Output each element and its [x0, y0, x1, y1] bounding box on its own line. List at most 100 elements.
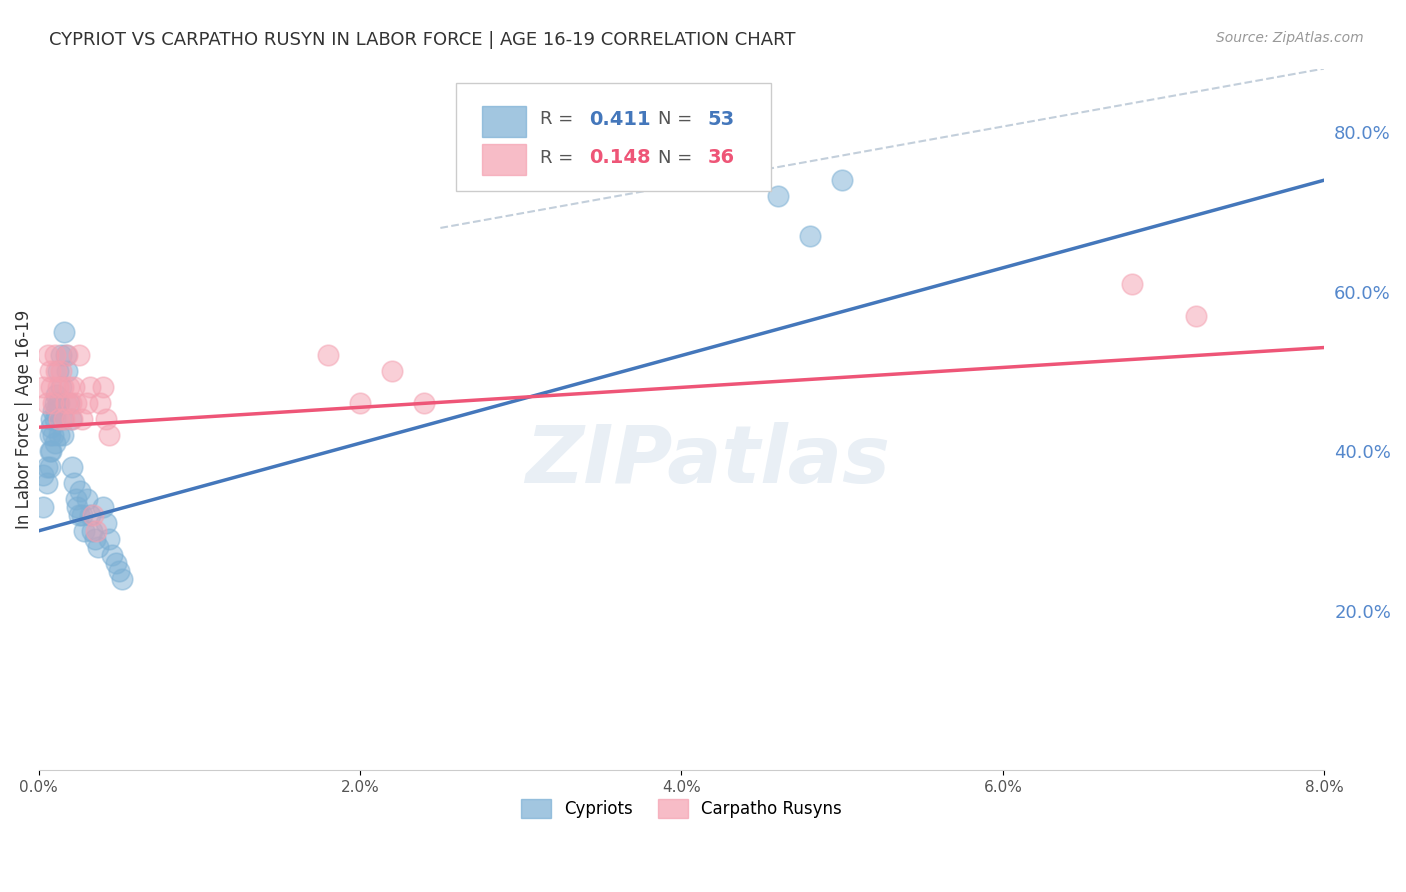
Point	[60, 460, 83, 475]
Point	[89, 396, 111, 410]
Point	[49, 349, 72, 363]
Point	[766, 189, 789, 203]
Point	[63, 380, 86, 394]
Point	[53, 412, 76, 426]
Point	[38, 364, 60, 378]
Point	[94, 412, 117, 426]
Point	[83, 532, 105, 546]
Point	[59, 396, 82, 410]
Point	[58, 396, 80, 410]
Text: N =: N =	[658, 149, 699, 167]
FancyBboxPatch shape	[457, 83, 772, 191]
Point	[52, 412, 75, 426]
Point	[76, 491, 98, 506]
Point	[46, 364, 69, 378]
Point	[48, 396, 70, 410]
Point	[44, 349, 66, 363]
Point	[91, 500, 114, 514]
Point	[35, 460, 58, 475]
Point	[831, 173, 853, 187]
Point	[91, 380, 114, 394]
Point	[44, 412, 66, 426]
Point	[108, 564, 131, 578]
Point	[32, 500, 55, 514]
Point	[60, 412, 83, 426]
Point	[48, 428, 70, 442]
Point	[56, 349, 79, 363]
Point	[381, 364, 404, 378]
Point	[67, 508, 90, 522]
Point	[42, 396, 65, 410]
Point	[1121, 277, 1143, 291]
Point	[52, 428, 75, 442]
Y-axis label: In Labor Force | Age 16-19: In Labor Force | Age 16-19	[15, 310, 32, 529]
Point	[1185, 309, 1208, 323]
Point	[101, 548, 124, 562]
Point	[67, 349, 90, 363]
Point	[59, 412, 82, 426]
Point	[53, 325, 76, 339]
Text: 36: 36	[707, 148, 734, 167]
Point	[80, 524, 103, 538]
Point	[799, 228, 821, 243]
Point	[45, 388, 67, 402]
Text: 0.148: 0.148	[589, 148, 651, 167]
Point	[104, 556, 127, 570]
Text: 53: 53	[707, 110, 734, 128]
Point	[46, 396, 69, 410]
Text: ZIPatlas: ZIPatlas	[524, 422, 890, 500]
Point	[65, 491, 87, 506]
Point	[41, 420, 63, 434]
Point	[41, 380, 63, 394]
Point	[413, 396, 436, 410]
Point	[98, 532, 121, 546]
Point	[349, 396, 371, 410]
Point	[35, 476, 58, 491]
Point	[32, 468, 55, 483]
Point	[87, 540, 110, 554]
Point	[52, 380, 75, 394]
Point	[38, 444, 60, 458]
Point	[98, 428, 121, 442]
Point	[79, 380, 101, 394]
Point	[41, 444, 63, 458]
Point	[70, 412, 93, 426]
Point	[37, 349, 59, 363]
Text: Source: ZipAtlas.com: Source: ZipAtlas.com	[1216, 31, 1364, 45]
Text: R =: R =	[540, 110, 579, 128]
Point	[46, 380, 69, 394]
Point	[38, 428, 60, 442]
Text: N =: N =	[658, 110, 699, 128]
Point	[49, 380, 72, 394]
Point	[70, 508, 93, 522]
Point	[65, 396, 87, 410]
Point	[38, 460, 60, 475]
Point	[44, 436, 66, 450]
Point	[94, 516, 117, 530]
Point	[86, 524, 108, 538]
Point	[111, 572, 134, 586]
Text: CYPRIOT VS CARPATHO RUSYN IN LABOR FORCE | AGE 16-19 CORRELATION CHART: CYPRIOT VS CARPATHO RUSYN IN LABOR FORCE…	[49, 31, 796, 49]
Point	[49, 364, 72, 378]
Text: 0.411: 0.411	[589, 110, 651, 128]
Point	[69, 483, 91, 498]
Point	[72, 524, 94, 538]
Point	[48, 412, 70, 426]
Text: R =: R =	[540, 149, 579, 167]
Point	[58, 380, 80, 394]
Point	[76, 396, 98, 410]
Point	[55, 349, 77, 363]
Point	[79, 508, 101, 522]
Point	[35, 396, 58, 410]
Point	[42, 428, 65, 442]
Point	[55, 396, 77, 410]
Point	[41, 412, 63, 426]
Point	[45, 364, 67, 378]
Point	[82, 508, 104, 522]
Point	[66, 500, 89, 514]
FancyBboxPatch shape	[482, 105, 526, 136]
Legend: Cypriots, Carpatho Rusyns: Cypriots, Carpatho Rusyns	[515, 792, 849, 825]
FancyBboxPatch shape	[482, 145, 526, 175]
Point	[32, 380, 55, 394]
Point	[63, 476, 86, 491]
